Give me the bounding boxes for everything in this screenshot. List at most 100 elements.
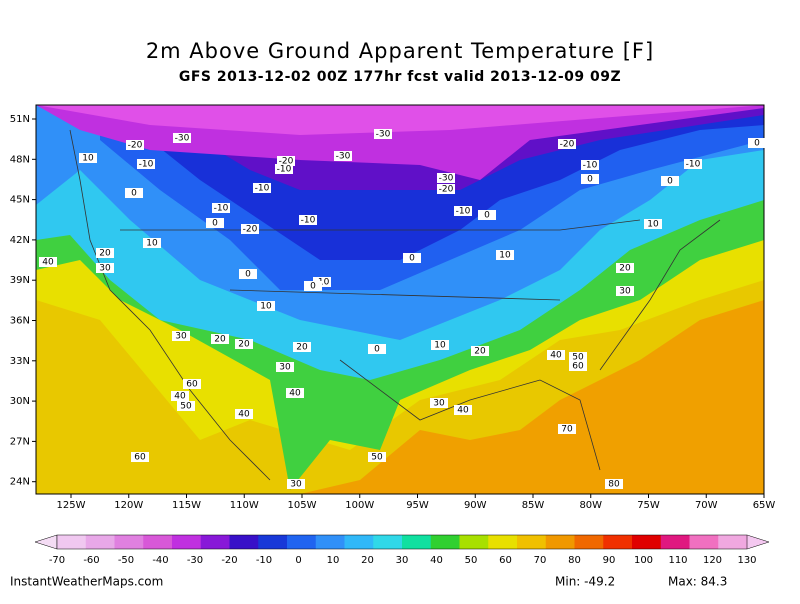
contour-label: 20 (214, 335, 226, 345)
colorbar-label: -40 (152, 555, 168, 566)
colorbar-label: 30 (396, 555, 409, 566)
contour-label: 50 (572, 353, 584, 363)
colorbar-swatch (57, 535, 87, 549)
colorbar-swatch (172, 535, 202, 549)
contour-label-bg (241, 224, 259, 234)
colorbar-swatch (545, 535, 575, 549)
contour-label-bg (299, 215, 317, 225)
colorbar-swatch (603, 535, 633, 549)
plot-frame (35, 104, 765, 495)
contour-label: 40 (42, 258, 54, 268)
colorbar-swatch (315, 535, 345, 549)
contour-label: 0 (667, 177, 673, 187)
contour-label-bg (748, 138, 766, 148)
contour-label: -10 (583, 161, 598, 171)
lat-label: 27N (10, 436, 30, 447)
colorbar-label: 50 (465, 555, 478, 566)
contour-label: -20 (560, 140, 575, 150)
colorbar-label: 40 (430, 555, 443, 566)
contour-label: 70 (561, 425, 573, 435)
contour-label: 0 (212, 219, 218, 229)
colorbar-label: -30 (187, 555, 203, 566)
colorbar-swatch (574, 535, 604, 549)
lat-label: 24N (10, 477, 30, 488)
contour-label-bg (293, 342, 311, 352)
lon-label: 110W (230, 500, 259, 511)
contour-label: -10 (277, 165, 292, 175)
contour-label: 40 (289, 389, 301, 399)
lon-label: 80W (579, 500, 602, 511)
contour-label-bg (304, 281, 322, 291)
contour-label: -30 (336, 152, 351, 162)
contour-label: 60 (572, 362, 584, 372)
contour-label: -20 (439, 185, 454, 195)
contour-label-bg (437, 173, 455, 183)
contour-label-bg (616, 263, 634, 273)
lon-label: 125W (57, 500, 86, 511)
contour-label-bg (137, 159, 155, 169)
contour-label: 30 (99, 264, 111, 274)
lat-label: 30N (10, 396, 30, 407)
contour-label: 30 (279, 363, 291, 373)
contour-label-bg (644, 219, 662, 229)
contour-label-bg (235, 409, 253, 419)
colorbar-swatch (632, 535, 662, 549)
lon-label: 65W (753, 500, 776, 511)
contour-label-bg (177, 401, 195, 411)
contour-label: 0 (131, 189, 137, 199)
contour-label-bg (253, 183, 271, 193)
colorbar-label: 20 (361, 555, 374, 566)
contour-label-bg (454, 206, 472, 216)
contour-label-bg (211, 334, 229, 344)
contour-label: -10 (255, 184, 270, 194)
contour-label-bg (287, 479, 305, 489)
lon-label: 85W (522, 500, 545, 511)
colorbar-swatch (143, 535, 173, 549)
colorbar-swatch (718, 535, 748, 549)
contour-label: 10 (434, 341, 446, 351)
max-value: Max: 84.3 (668, 575, 727, 589)
contour-label-bg (143, 238, 161, 248)
colorbar-label: 10 (327, 555, 340, 566)
contour-label-bg (430, 398, 448, 408)
contour-label-bg (581, 174, 599, 184)
colorbar-swatch (85, 535, 115, 549)
colorbar-label: 130 (737, 555, 756, 566)
contour-label: -20 (279, 157, 294, 167)
colorbar-swatch (373, 535, 403, 549)
colorbar-swatch (459, 535, 489, 549)
contour-label: 40 (550, 351, 562, 361)
contour-label-bg (172, 331, 190, 341)
colorbar-label: -60 (83, 555, 99, 566)
colorbar-label: 110 (668, 555, 687, 566)
colorbar-swatch (660, 535, 690, 549)
colorbar-swatch (430, 535, 460, 549)
contour-label: 0 (754, 139, 760, 149)
contour-label-bg (684, 159, 702, 169)
contour-label-bg (125, 188, 143, 198)
contour-label: -30 (175, 134, 190, 144)
contour-label-bg (239, 269, 257, 279)
contour-label-bg (276, 362, 294, 372)
contour-label-bg (286, 388, 304, 398)
lon-label: 95W (406, 500, 429, 511)
contour-label: 30 (290, 480, 302, 490)
colorbar-swatch (402, 535, 432, 549)
contour-label: 40 (238, 410, 250, 420)
colorbar-label: -50 (118, 555, 134, 566)
contour-label-bg (183, 379, 201, 389)
colorbar-frame (56, 534, 748, 550)
contour-label-bg (368, 344, 386, 354)
contour-label: 30 (433, 399, 445, 409)
colorbar-label: 0 (295, 555, 301, 566)
contour-label-bg (173, 133, 191, 143)
contour-label-bg (547, 350, 565, 360)
colorbar-end (34, 534, 58, 550)
lat-label: 42N (10, 235, 30, 246)
source-credit: InstantWeatherMaps.com (10, 575, 163, 589)
contour-label-bg (235, 339, 253, 349)
colorbar-label: 70 (534, 555, 547, 566)
contour-label: 20 (619, 264, 631, 274)
colorbar-end (746, 534, 770, 550)
